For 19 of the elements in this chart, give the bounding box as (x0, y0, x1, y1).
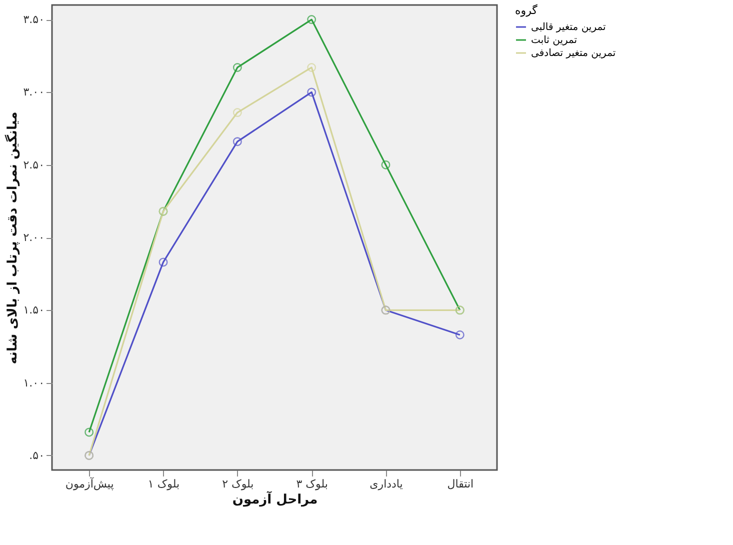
y-tick-label: .۵۰ (29, 448, 44, 462)
legend-label: تمرین ثابت (531, 35, 578, 46)
x-tick-label: بلوک ۱ (148, 478, 180, 490)
y-tick-label: ۱.۵۰ (23, 304, 44, 317)
legend-title: گروه (515, 4, 538, 17)
y-tick-label: ۳.۰۰ (23, 86, 44, 99)
x-tick-label: پیش‌آزمون (65, 476, 114, 490)
y-axis-title: میانگین نمرات دقت پرتاب از بالای شانه (4, 112, 20, 364)
x-tick-label: بلوک ۲ (222, 478, 254, 490)
x-tick-label: یادداری (370, 478, 403, 490)
y-tick-label: ۳.۵۰ (23, 13, 44, 26)
x-tick-label: بلوک ۳ (296, 478, 328, 490)
y-tick-label: ۱.۰۰ (23, 376, 44, 390)
y-tick-label: ۲.۵۰ (23, 158, 44, 172)
x-tick-label: انتقال (447, 478, 474, 490)
legend-label: تمرین متغیر قالبی (531, 22, 606, 33)
x-axis-title: مراحل آزمون (232, 490, 318, 508)
legend-label: تمرین متغیر تصادفی (531, 48, 616, 59)
y-tick-label: ۲.۰۰ (23, 231, 44, 244)
